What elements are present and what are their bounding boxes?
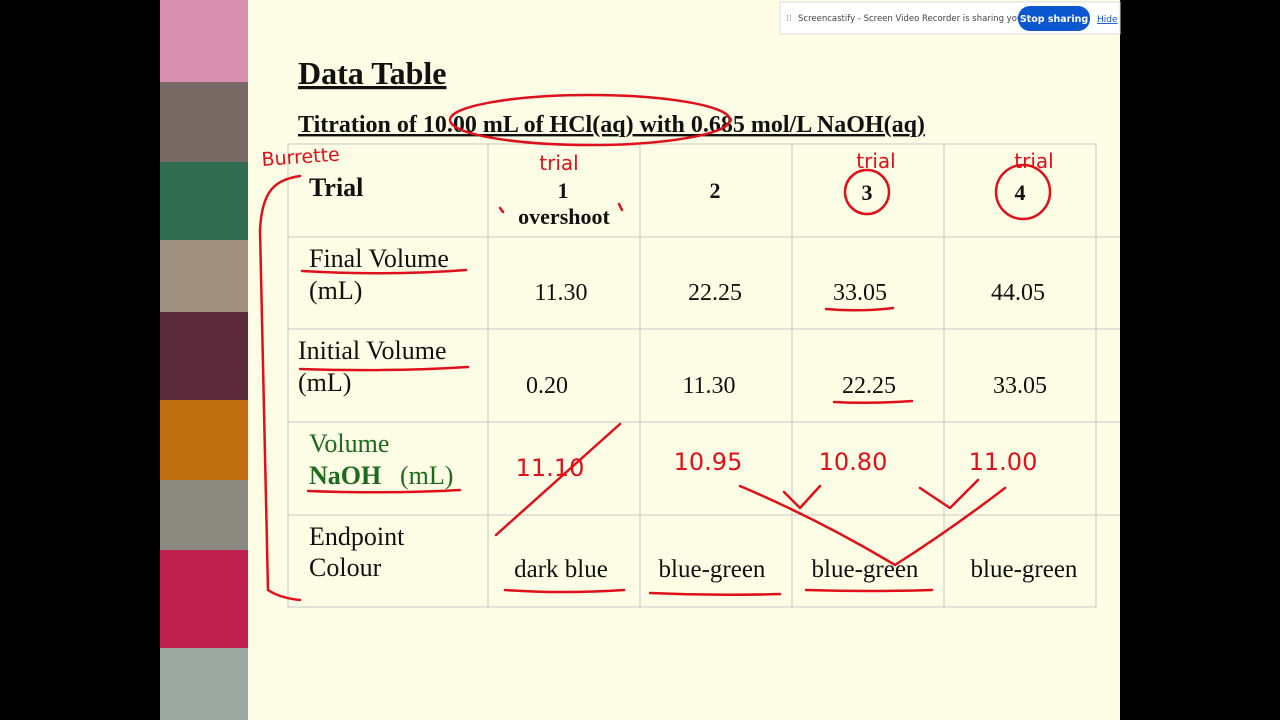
header-cell: 1	[558, 178, 569, 203]
row-label: Volume	[309, 429, 389, 458]
table-cell: 22.25	[688, 280, 742, 306]
mineral-strip	[160, 0, 248, 720]
row-label: (mL)	[309, 276, 362, 305]
handwritten-value: 10.95	[674, 448, 743, 476]
table-cell: 11.30	[682, 373, 735, 399]
header-cell: overshoot	[518, 204, 610, 229]
table-cell: blue-green	[659, 556, 766, 583]
handwritten-value: 11.00	[969, 448, 1038, 476]
handwritten-note: Burrette	[261, 144, 341, 171]
screen-share-bar: ⁞⁞ Screencastify - Screen Video Recorder…	[779, 1, 1121, 35]
table-cell: 33.05	[993, 373, 1047, 399]
row-label: Final Volume	[309, 244, 449, 273]
table-cell: 22.25	[842, 373, 896, 399]
table-grid	[287, 143, 1120, 608]
svg-text:⁞⁞: ⁞⁞	[786, 14, 792, 24]
stop-sharing-label[interactable]: Stop sharing	[1020, 14, 1088, 25]
slide-subtitle: Titration of 10.00 mL of HCl(aq) with 0.…	[298, 112, 925, 138]
table-cell: blue-green	[971, 556, 1078, 583]
header-cell: 2	[710, 178, 721, 203]
row-label: (mL)	[298, 368, 351, 397]
header-cell: 4	[1015, 180, 1026, 205]
row-label: NaOH	[309, 461, 381, 490]
table-cell: 11.30	[534, 280, 587, 306]
table-cell: 33.05	[833, 280, 887, 306]
table-header: Trial 1 overshoot 2 3 4	[309, 173, 1026, 229]
row-label: (mL)	[400, 461, 453, 490]
share-message: Screencastify - Screen Video Recorder is…	[798, 14, 1059, 24]
row-label: Initial Volume	[298, 336, 447, 365]
annotation-strokes	[258, 93, 1052, 602]
handwritten-value: 11.10	[516, 454, 585, 482]
row-label: Colour	[309, 553, 382, 582]
handwritten-note: trial	[856, 149, 895, 173]
slide-title: Data Table	[298, 55, 446, 91]
row-label: Endpoint	[309, 522, 405, 551]
header-cell: Trial	[309, 173, 363, 202]
table-cell: 0.20	[526, 373, 568, 399]
handwritten-value: 10.80	[819, 448, 888, 476]
handwritten-note: trial	[1014, 149, 1053, 173]
slide	[248, 0, 1120, 720]
hide-link[interactable]: Hide	[1097, 15, 1118, 25]
stop-sharing-button[interactable]: Stop sharing	[1018, 6, 1090, 31]
header-cell: 3	[862, 180, 873, 205]
table-cell: 44.05	[991, 280, 1045, 306]
handwritten-note: trial	[539, 151, 578, 175]
table-cell: dark blue	[514, 556, 608, 583]
